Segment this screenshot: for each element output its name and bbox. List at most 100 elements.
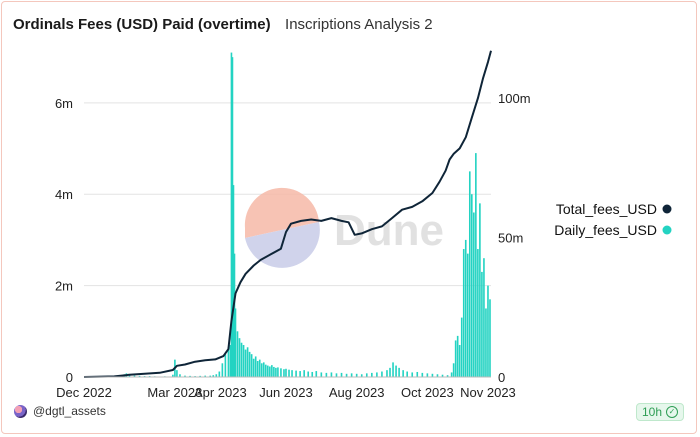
daily-fee-bar[interactable] (262, 362, 265, 377)
daily-fee-bar[interactable] (483, 258, 485, 377)
daily-fee-bar[interactable] (475, 153, 477, 377)
refresh-badge[interactable]: 10h ✓ (636, 403, 685, 421)
legend-swatch[interactable] (662, 225, 672, 235)
daily-fee-bar[interactable] (371, 372, 373, 377)
daily-fee-bar[interactable] (303, 370, 305, 377)
daily-fee-bar[interactable] (231, 57, 234, 378)
daily-fee-bar[interactable] (345, 373, 348, 377)
legend-label[interactable]: Total_fees_USD (556, 201, 657, 217)
daily-fee-bar[interactable] (402, 370, 404, 377)
daily-fee-bar[interactable] (485, 308, 487, 377)
daily-fee-bar[interactable] (184, 375, 186, 377)
daily-fee-bar[interactable] (242, 345, 245, 377)
daily-fee-bar[interactable] (450, 372, 453, 377)
daily-fee-bar[interactable] (273, 366, 275, 377)
daily-fee-bar[interactable] (311, 371, 314, 377)
daily-fee-bar[interactable] (398, 367, 400, 377)
daily-fee-bar[interactable] (285, 368, 287, 377)
daily-fee-bar[interactable] (466, 253, 469, 377)
daily-fee-bar[interactable] (355, 373, 358, 377)
daily-fee-bar[interactable] (487, 285, 489, 377)
daily-fee-bar[interactable] (283, 369, 285, 377)
daily-fee-bar[interactable] (264, 364, 267, 377)
daily-fee-bar[interactable] (248, 351, 251, 377)
daily-fee-bar[interactable] (271, 365, 273, 377)
daily-fee-bar[interactable] (454, 340, 457, 377)
daily-fee-bar[interactable] (291, 370, 293, 377)
daily-fee-bar[interactable] (406, 371, 408, 377)
daily-fee-bar[interactable] (234, 308, 237, 377)
daily-fee-bar[interactable] (230, 52, 233, 377)
daily-fee-bar[interactable] (246, 347, 249, 377)
daily-fee-bar[interactable] (376, 372, 378, 377)
daily-fee-bar[interactable] (460, 317, 463, 377)
daily-fee-bar[interactable] (315, 371, 318, 377)
daily-fee-bar[interactable] (330, 372, 333, 377)
daily-fee-bar[interactable] (275, 367, 277, 377)
daily-fee-bar[interactable] (431, 373, 434, 377)
daily-fee-bar[interactable] (252, 358, 255, 377)
daily-fee-bar[interactable] (392, 362, 394, 377)
daily-fee-bar[interactable] (441, 374, 444, 377)
daily-fee-bar[interactable] (179, 374, 181, 377)
daily-fee-bar[interactable] (218, 371, 221, 377)
daily-fee-bar[interactable] (138, 375, 141, 377)
daily-fee-bar[interactable] (189, 375, 191, 377)
daily-fee-bar[interactable] (436, 374, 439, 377)
daily-fee-bar[interactable] (360, 374, 363, 377)
daily-fee-bar[interactable] (233, 253, 236, 377)
daily-fee-bar[interactable] (176, 370, 178, 377)
daily-fee-bar[interactable] (236, 331, 239, 377)
daily-fee-bar[interactable] (299, 371, 301, 377)
daily-fee-bar[interactable] (280, 368, 282, 377)
daily-fee-bar[interactable] (464, 239, 467, 377)
daily-fee-bar[interactable] (133, 375, 136, 377)
daily-fee-bar[interactable] (421, 372, 424, 377)
daily-fee-bar[interactable] (381, 371, 383, 377)
daily-fee-bar[interactable] (481, 271, 483, 377)
daily-fee-bar[interactable] (325, 372, 328, 377)
daily-fee-bar[interactable] (411, 372, 414, 377)
daily-fee-bar[interactable] (209, 375, 212, 377)
daily-fee-bar[interactable] (221, 363, 224, 377)
daily-fee-bar[interactable] (479, 203, 481, 377)
daily-fee-bar[interactable] (335, 373, 338, 377)
daily-fee-bar[interactable] (212, 375, 215, 377)
daily-fee-bar[interactable] (365, 373, 368, 377)
daily-fee-bar[interactable] (458, 345, 461, 377)
daily-fee-bar[interactable] (229, 345, 232, 377)
daily-fee-bar[interactable] (489, 299, 491, 377)
daily-fee-bar[interactable] (256, 361, 259, 377)
daily-fee-bar[interactable] (340, 372, 343, 377)
daily-fee-bar[interactable] (227, 347, 230, 377)
legend-label[interactable]: Daily_fees_USD (554, 222, 657, 238)
daily-fee-bar[interactable] (128, 375, 131, 377)
daily-fee-bar[interactable] (295, 370, 297, 377)
daily-fee-bar[interactable] (446, 375, 449, 377)
daily-fee-bar[interactable] (266, 365, 269, 377)
daily-fee-bar[interactable] (232, 185, 235, 377)
daily-fee-bar[interactable] (477, 249, 479, 377)
daily-fee-bar[interactable] (471, 194, 473, 377)
legend-swatch[interactable] (662, 204, 672, 214)
daily-fee-bar[interactable] (468, 171, 471, 377)
daily-fee-bar[interactable] (416, 371, 419, 377)
daily-fee-bar[interactable] (172, 374, 174, 377)
daily-fee-bar[interactable] (254, 356, 257, 377)
daily-fee-bar[interactable] (240, 342, 243, 377)
daily-fee-bar[interactable] (307, 371, 310, 377)
daily-fee-bar[interactable] (204, 375, 206, 377)
daily-fee-bar[interactable] (395, 365, 397, 377)
daily-fee-bar[interactable] (215, 374, 218, 377)
daily-fee-bar[interactable] (258, 359, 261, 377)
daily-fee-bar[interactable] (250, 354, 253, 377)
daily-fee-bar[interactable] (244, 349, 247, 377)
daily-fee-bar[interactable] (277, 367, 279, 377)
daily-fee-bar[interactable] (389, 367, 391, 377)
daily-fee-bar[interactable] (386, 370, 388, 377)
daily-fee-bar[interactable] (238, 338, 241, 377)
daily-fee-bar[interactable] (473, 212, 475, 378)
daily-fee-bar[interactable] (426, 373, 429, 377)
query-subtitle[interactable]: Inscriptions Analysis 2 (285, 16, 433, 33)
daily-fee-bar[interactable] (224, 354, 227, 377)
